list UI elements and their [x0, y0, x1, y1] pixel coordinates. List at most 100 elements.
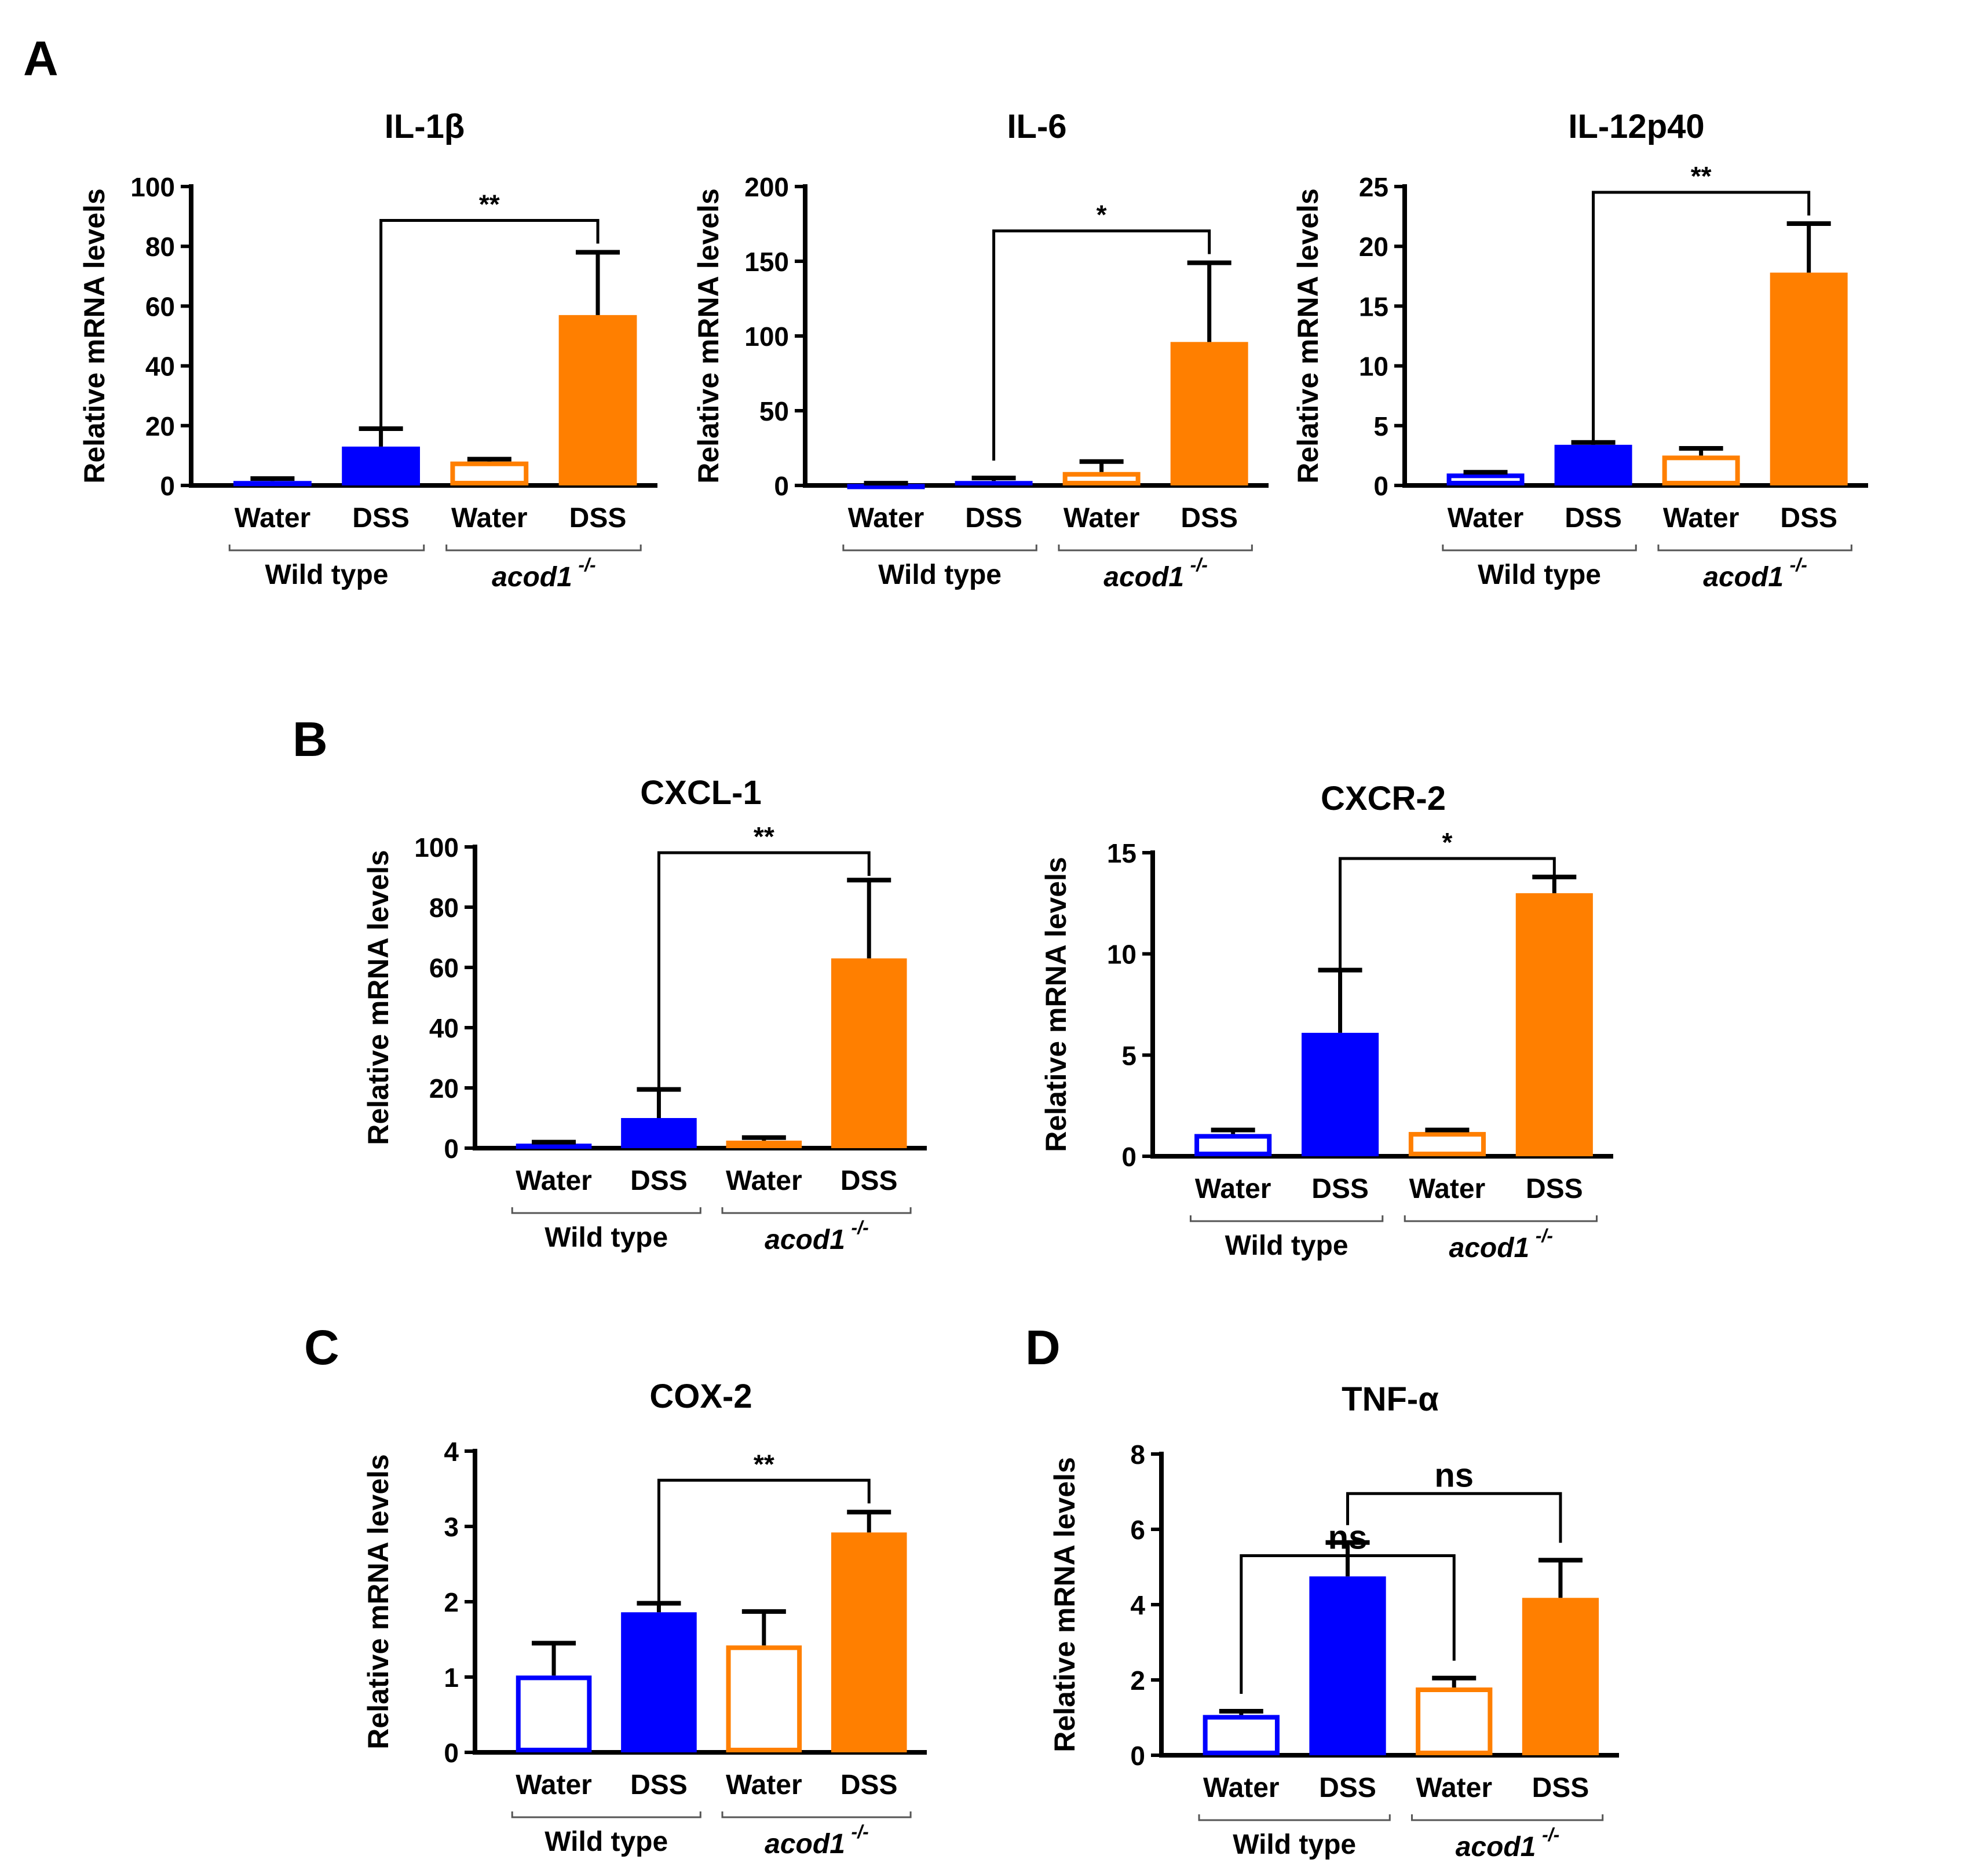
- group-label-acod1: acod1: [1103, 562, 1184, 593]
- y-tick-label: 25: [1359, 172, 1388, 202]
- panel-letter-a: A: [23, 31, 59, 86]
- y-tick-label: 0: [1373, 471, 1388, 501]
- bar-open: [1203, 1715, 1280, 1755]
- x-tick-label: DSS: [1526, 1174, 1583, 1204]
- group-label-acod1: acod1: [1456, 1832, 1536, 1862]
- x-tick-label: Water: [516, 1166, 592, 1196]
- bar-open: [233, 481, 312, 487]
- group-bracket: [1410, 1814, 1604, 1821]
- bar-open: [1662, 455, 1740, 486]
- bar-open: [1446, 473, 1525, 485]
- bar-filled: [1170, 342, 1248, 485]
- group-bracket: [1189, 1215, 1384, 1222]
- panel-letter-c: C: [304, 1320, 339, 1375]
- group-bracket: [1058, 545, 1253, 551]
- chart-il6: IL-6 Relative mRNA levels 0 50 100 150 200 Wate…: [692, 108, 1269, 593]
- significance-label: **: [754, 1449, 774, 1479]
- group-label-superscript: -/-: [852, 1217, 869, 1238]
- y-tick-label: 20: [429, 1073, 459, 1104]
- group-bracket: [842, 545, 1037, 551]
- y-axis-label: Relative mRNA levels: [1048, 1457, 1081, 1752]
- x-tick-label: DSS: [569, 503, 627, 534]
- x-tick-label: Water: [726, 1166, 802, 1196]
- chart-cox2: COX-2 Relative mRNA levels 0 1 2 3 4 Water DSS Wa…: [362, 1378, 927, 1860]
- chart-il1b: IL-1β Relative mRNA levels 0 20 40 60 80 100 Wat…: [78, 108, 657, 593]
- bar-open: [1194, 1134, 1272, 1157]
- chart-title: COX-2: [649, 1378, 752, 1415]
- significance-label: **: [754, 821, 774, 852]
- x-tick-label: DSS: [1181, 503, 1238, 534]
- group-label-wild-type: Wild type: [1233, 1829, 1356, 1860]
- y-tick-label: 15: [1107, 838, 1136, 868]
- group-label-wild-type: Wild type: [1225, 1230, 1349, 1261]
- y-axis-label: Relative mRNA levels: [78, 188, 111, 484]
- y-tick-label: 3: [444, 1512, 459, 1542]
- x-tick-label: Water: [1409, 1174, 1486, 1204]
- significance-bracket: [1339, 857, 1556, 970]
- x-tick-label: DSS: [965, 503, 1022, 534]
- group-label-superscript: -/-: [852, 1821, 869, 1842]
- x-tick-label: Water: [1663, 503, 1740, 534]
- y-tick-label: 1: [444, 1663, 459, 1693]
- group-label-acod1: acod1: [765, 1225, 845, 1255]
- x-tick-label: Water: [848, 503, 924, 534]
- panel-letter-d: D: [1025, 1320, 1061, 1375]
- bar-filled: [558, 315, 637, 485]
- x-tick-label: DSS: [352, 503, 410, 534]
- x-tick-label: Water: [1448, 503, 1524, 534]
- y-tick-label: 10: [1107, 940, 1136, 970]
- y-tick-label: 100: [414, 832, 459, 863]
- y-tick-label: 4: [444, 1437, 459, 1467]
- x-tick-label: DSS: [630, 1166, 688, 1196]
- group-label-superscript: -/-: [1542, 1824, 1559, 1845]
- group-label-wild-type: Wild type: [544, 1827, 668, 1857]
- chart-title: CXCL-1: [640, 774, 761, 812]
- y-tick-label: 60: [145, 291, 175, 322]
- chart-cxcr2: CXCR-2 Relative mRNA levels 0 5 10 15 Water DSS…: [1040, 780, 1613, 1263]
- y-tick-label: 0: [160, 471, 175, 501]
- bar-open: [847, 484, 925, 490]
- bar-open: [1416, 1687, 1493, 1755]
- group-label-superscript: -/-: [578, 554, 595, 575]
- group-bracket: [1404, 1215, 1598, 1222]
- group-label-wild-type: Wild type: [265, 560, 389, 590]
- significance-bracket: [992, 229, 1211, 461]
- bar-filled: [1309, 1576, 1386, 1755]
- y-axis-label: Relative mRNA levels: [362, 1454, 394, 1749]
- group-label-acod1: acod1: [492, 562, 572, 593]
- y-tick-label: 80: [145, 232, 175, 262]
- significance-label: *: [1097, 200, 1107, 230]
- x-tick-label: Water: [516, 1770, 592, 1800]
- y-tick-label: 6: [1130, 1515, 1145, 1545]
- y-tick-label: 0: [444, 1134, 459, 1164]
- y-tick-label: 100: [130, 172, 175, 202]
- group-label-wild-type: Wild type: [544, 1222, 668, 1253]
- chart-title: CXCR-2: [1321, 780, 1446, 817]
- bar-filled: [1515, 893, 1593, 1156]
- y-tick-label: 0: [774, 471, 789, 501]
- x-tick-label: DSS: [840, 1770, 898, 1800]
- significance-label: **: [1691, 161, 1712, 191]
- group-label-superscript: -/-: [1790, 554, 1807, 575]
- y-tick-label: 0: [1130, 1741, 1145, 1771]
- significance-label: ns: [1434, 1456, 1474, 1494]
- y-axis-label: Relative mRNA levels: [362, 850, 394, 1145]
- x-tick-label: DSS: [840, 1166, 898, 1196]
- group-bracket: [721, 1207, 912, 1214]
- y-tick-label: 0: [1121, 1142, 1136, 1172]
- bar-filled: [1554, 444, 1632, 485]
- bar-open: [726, 1141, 802, 1148]
- x-tick-label: Water: [235, 503, 311, 534]
- bar-filled: [1770, 272, 1848, 485]
- chart-title: TNF-α: [1342, 1380, 1439, 1418]
- chart-cxcl1: CXCL-1 Relative mRNA levels 0 20 40 60 80 100 Wa…: [362, 774, 927, 1255]
- y-tick-label: 5: [1373, 411, 1388, 441]
- x-tick-label: Water: [451, 503, 528, 534]
- x-tick-label: Water: [1416, 1773, 1492, 1803]
- significance-bracket: [1346, 1492, 1562, 1543]
- significance-label: *: [1442, 827, 1452, 857]
- x-tick-label: Water: [1064, 503, 1140, 534]
- y-axis-label: Relative mRNA levels: [1292, 188, 1324, 484]
- bar-filled: [955, 481, 1033, 485]
